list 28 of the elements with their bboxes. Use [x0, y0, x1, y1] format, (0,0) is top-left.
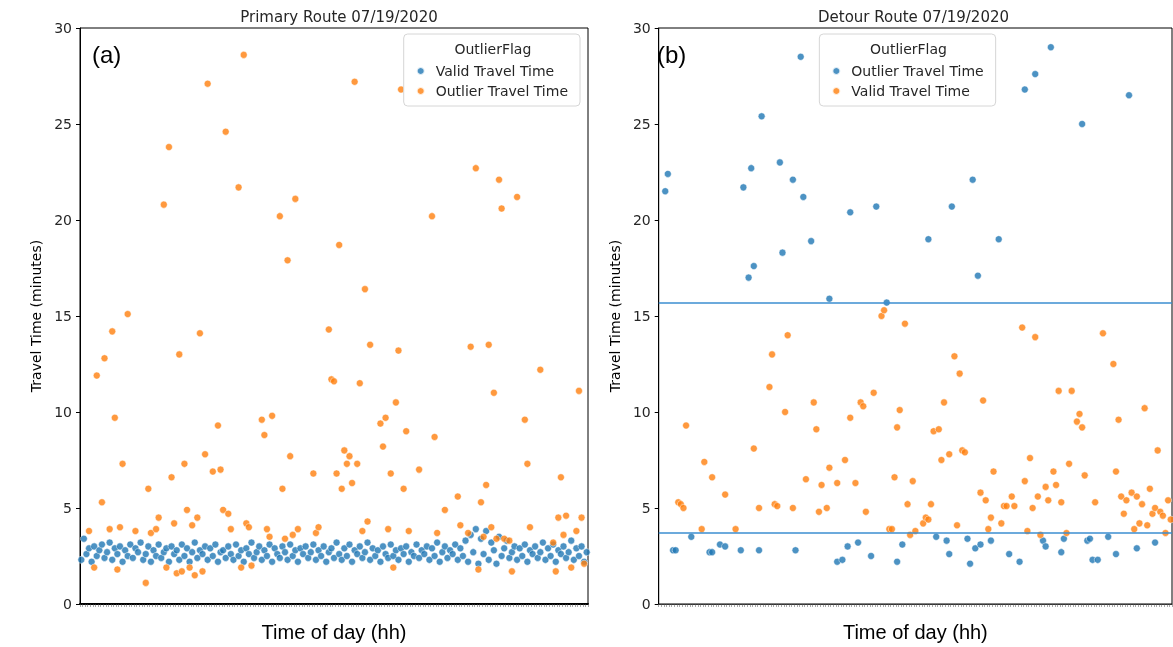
y-tick-label: 5 [641, 500, 651, 516]
y-tick-label: 25 [632, 116, 651, 132]
y-tick-label: 0 [641, 596, 651, 612]
y-tick-label: 20 [632, 212, 651, 228]
y-tick-label: 30 [632, 20, 651, 36]
annotation: (a) [92, 40, 122, 68]
legend-label: Valid Travel Time [851, 83, 970, 99]
chart-title: Primary Route 07/19/2020 [240, 7, 438, 26]
x-axis-title: Time of day (hh) [261, 621, 407, 643]
y-tick-label: 0 [63, 596, 72, 612]
y-tick-label: 15 [54, 308, 72, 324]
annotation: (b) [657, 40, 687, 68]
legend-label: Valid Travel Time [435, 63, 555, 79]
y-tick-label: 5 [63, 500, 72, 516]
y-axis-title: Travel Time (minutes) [607, 239, 623, 394]
y-tick-label: 10 [632, 404, 651, 420]
legend-label: Outlier Travel Time [851, 63, 984, 79]
legend-title: OutlierFlag [454, 41, 532, 57]
y-axis-title: Travel Time (minutes) [28, 239, 45, 394]
chart-title: Detour Route 07/19/2020 [817, 7, 1010, 26]
legend-title: OutlierFlag [870, 41, 947, 57]
y-tick-label: 10 [54, 404, 72, 420]
y-tick-label: 25 [54, 116, 72, 132]
y-tick-label: 30 [54, 20, 72, 36]
y-tick-label: 20 [54, 212, 72, 228]
x-axis-title: Time of day (hh) [842, 621, 988, 643]
y-tick-label: 15 [632, 308, 651, 324]
legend-label: Outlier Travel Time [435, 83, 568, 99]
